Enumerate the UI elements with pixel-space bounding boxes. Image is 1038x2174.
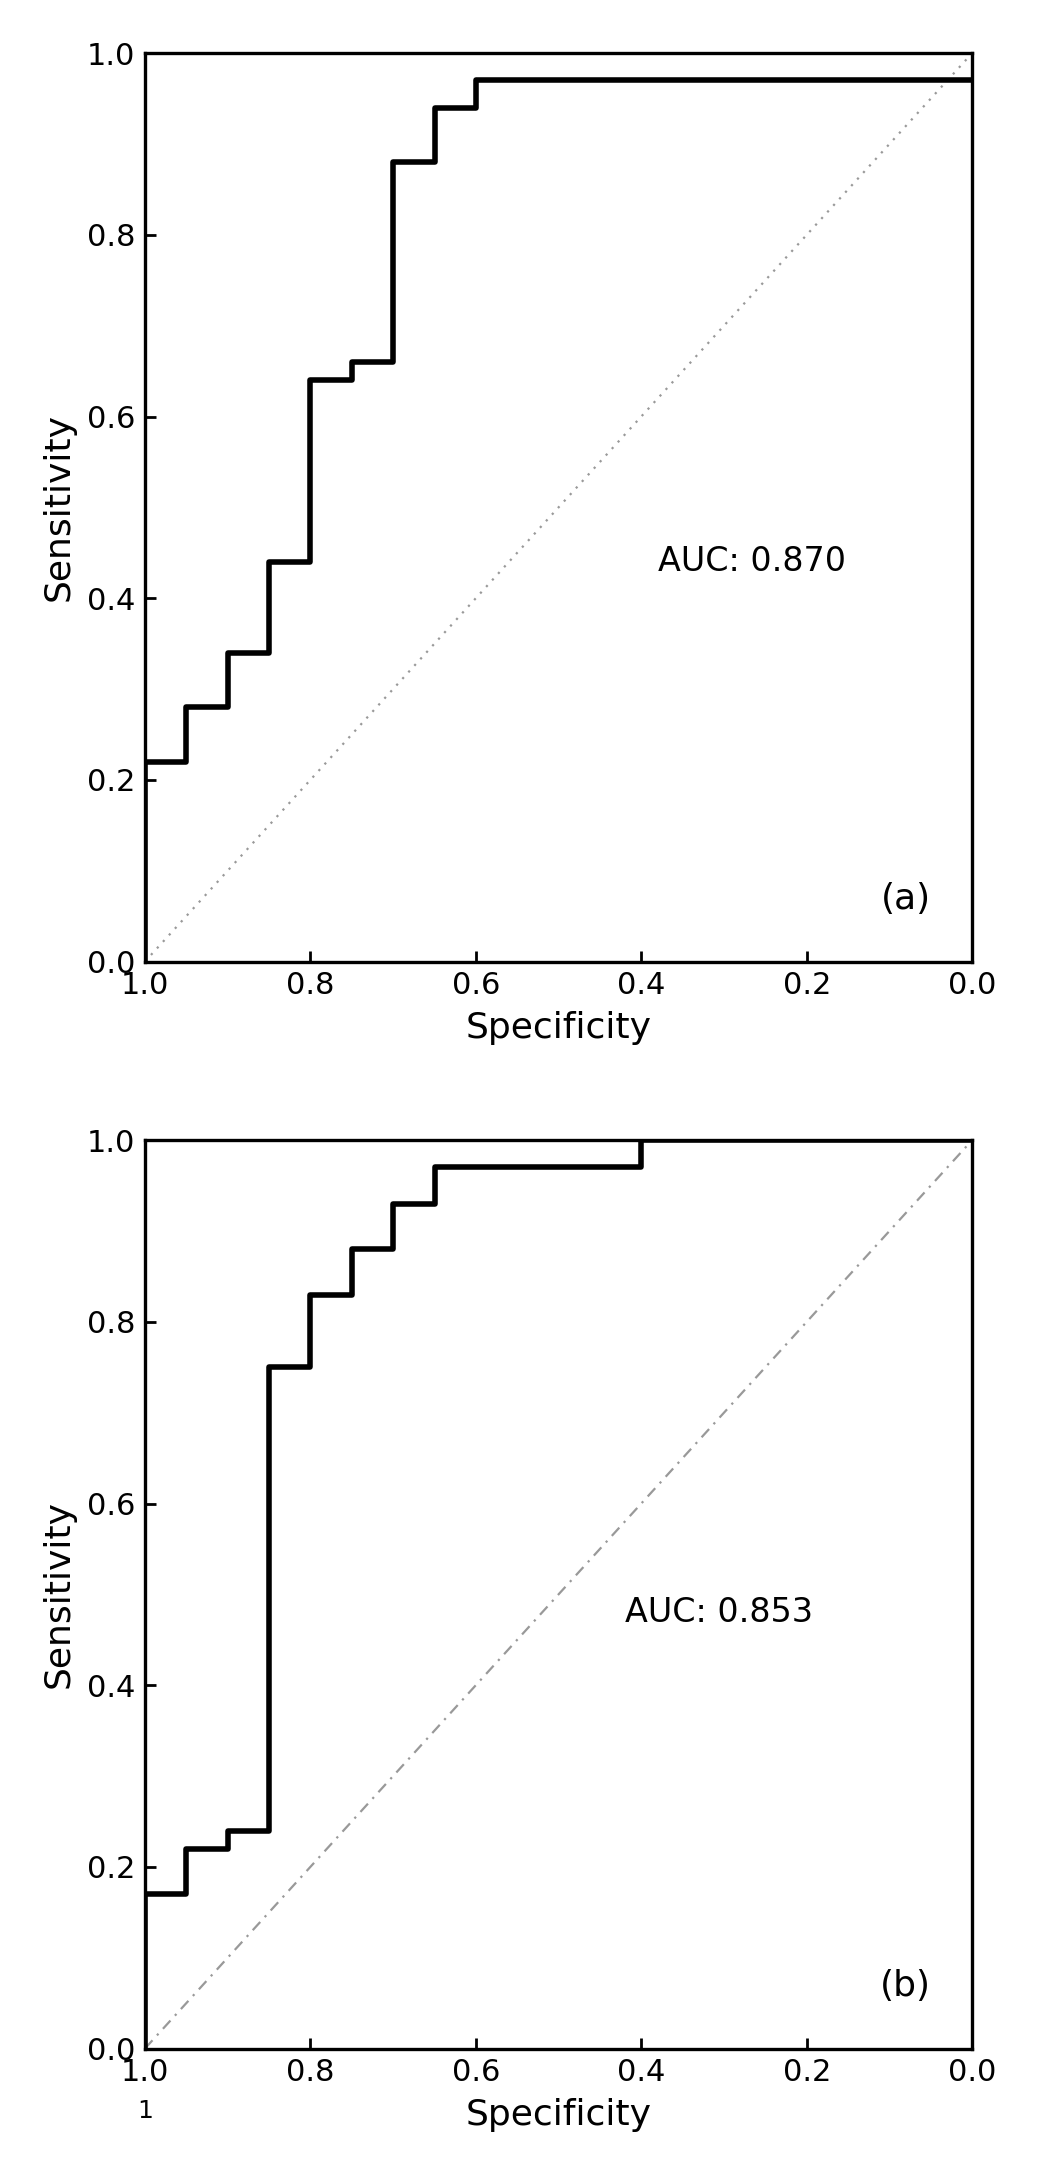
Text: AUC: 0.853: AUC: 0.853 [625, 1596, 813, 1628]
Text: AUC: 0.870: AUC: 0.870 [658, 546, 846, 578]
Text: (a): (a) [880, 883, 931, 915]
X-axis label: Specificity: Specificity [466, 1011, 652, 1046]
X-axis label: Specificity: Specificity [466, 2098, 652, 2133]
Y-axis label: Sensitivity: Sensitivity [42, 1500, 76, 1689]
Y-axis label: Sensitivity: Sensitivity [42, 413, 76, 602]
Text: 1: 1 [137, 2098, 153, 2122]
Text: (b): (b) [880, 1970, 931, 2002]
